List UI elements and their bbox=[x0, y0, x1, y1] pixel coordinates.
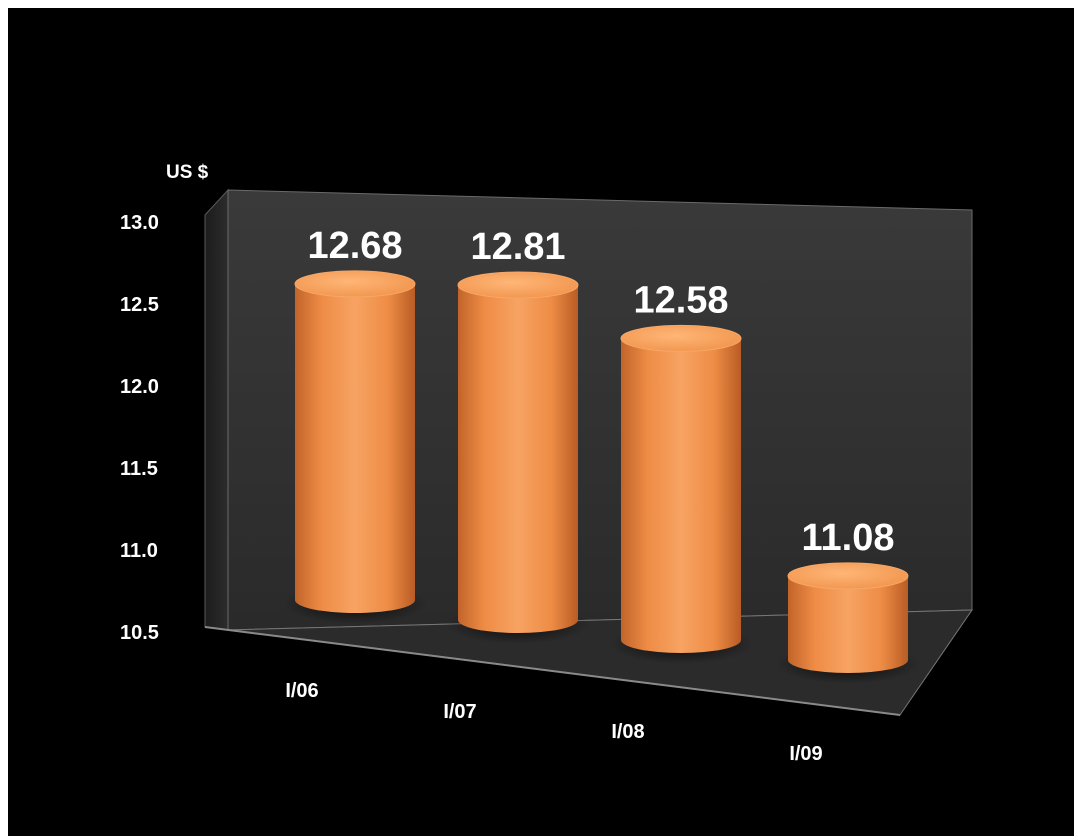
x-tick-label: I/07 bbox=[443, 701, 476, 723]
bars: 12.68 12.81 12.58 11.08 bbox=[283, 225, 920, 684]
y-tick-label: 11.0 bbox=[120, 540, 158, 562]
bar-body bbox=[621, 338, 741, 653]
bar-3 bbox=[609, 324, 753, 664]
bar-4 bbox=[776, 562, 920, 684]
x-tick-label: I/08 bbox=[611, 721, 644, 743]
bar-body bbox=[295, 283, 415, 613]
bar-body bbox=[458, 285, 578, 633]
bar-value-label: 12.68 bbox=[307, 225, 402, 267]
bar-2 bbox=[446, 271, 590, 644]
chart-side-wall bbox=[204, 188, 229, 631]
y-axis-ticks: 13.0 12.5 12.0 11.5 11.0 10.5 bbox=[120, 212, 159, 644]
bar-1 bbox=[283, 270, 427, 624]
bar-top bbox=[294, 270, 416, 298]
bar-top bbox=[787, 562, 909, 590]
bar-top bbox=[457, 271, 579, 299]
x-tick-label: I/06 bbox=[285, 680, 318, 702]
bar-value-label: 12.81 bbox=[470, 226, 565, 268]
chart-floor-front-edge bbox=[204, 626, 901, 716]
y-tick-label: 11.5 bbox=[120, 458, 158, 480]
x-axis-labels: I/06 I/07 I/08 I/09 bbox=[285, 680, 822, 765]
y-tick-label: 13.0 bbox=[120, 212, 159, 234]
bar-top bbox=[620, 324, 742, 352]
x-tick-label: I/09 bbox=[789, 743, 822, 765]
y-axis-unit-label: US $ bbox=[166, 162, 209, 183]
bar-value-label: 12.58 bbox=[633, 279, 728, 321]
bar-body bbox=[788, 575, 908, 673]
y-tick-label: 12.0 bbox=[120, 376, 159, 398]
bar-value-label: 11.08 bbox=[802, 517, 895, 559]
y-tick-label: 10.5 bbox=[120, 622, 159, 644]
y-tick-label: 12.5 bbox=[120, 294, 159, 316]
